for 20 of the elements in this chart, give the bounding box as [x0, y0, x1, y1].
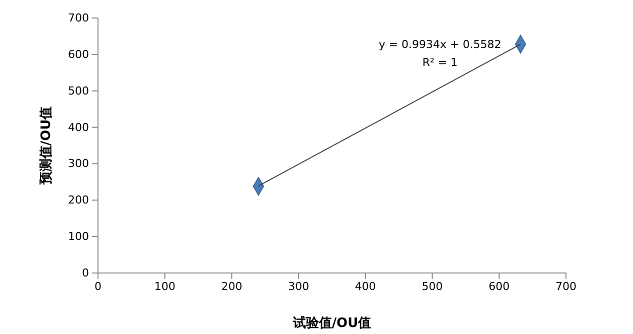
x-tick-label: 0 — [94, 280, 102, 293]
x-tick-label: 700 — [556, 280, 576, 293]
x-tick-label: 400 — [354, 280, 376, 293]
annotation: R² = 1 — [422, 56, 458, 69]
y-tick-label: 300 — [68, 157, 89, 170]
annotation: y = 0.9934x + 0.5582 — [378, 38, 502, 51]
x-tick-label: 200 — [221, 280, 242, 293]
x-tick-label: 500 — [422, 280, 443, 293]
y-tick-label: 0 — [82, 266, 89, 280]
y-tick-label: 100 — [68, 230, 89, 244]
y-axis-title: 预测值/OU值 — [39, 106, 54, 186]
x-tick-label: 600 — [488, 280, 510, 293]
x-axis-title: 试验值/OU值 — [292, 315, 372, 331]
y-tick-label: 700 — [68, 12, 89, 25]
y-tick-label: 600 — [68, 48, 89, 61]
x-tick-label: 100 — [154, 280, 176, 293]
y-tick-label: 400 — [68, 120, 89, 134]
x-tick-label: 300 — [288, 280, 310, 293]
y-tick-label: 200 — [68, 194, 89, 207]
y-tick-label: 500 — [68, 84, 89, 98]
